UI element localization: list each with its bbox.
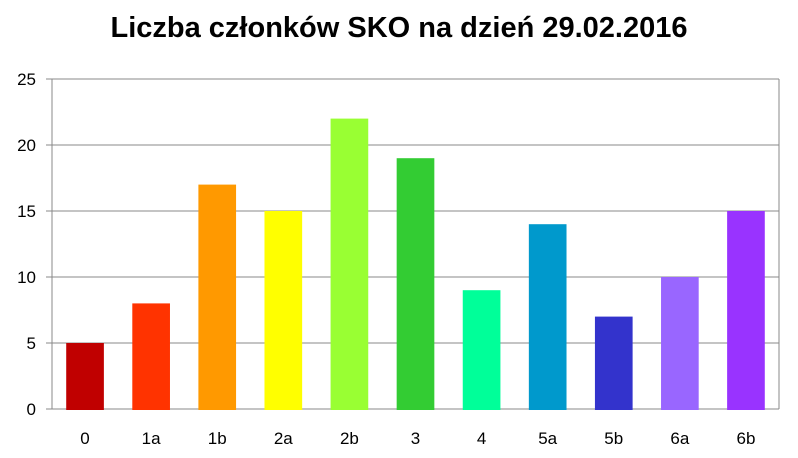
- x-tick-label: 6b: [736, 429, 755, 448]
- bar: [264, 211, 303, 410]
- bar: [594, 316, 633, 410]
- bar: [661, 277, 699, 410]
- bar: [132, 303, 170, 410]
- x-tick-label: 1a: [142, 429, 161, 448]
- x-tick-label: 3: [411, 429, 420, 448]
- y-tick-label: 0: [27, 400, 36, 419]
- chart-title: Liczba członków SKO na dzień 29.02.2016: [110, 12, 688, 44]
- y-tick-label: 5: [27, 334, 36, 353]
- bar: [462, 290, 501, 410]
- bar: [396, 158, 435, 410]
- x-tick-label: 0: [80, 429, 89, 448]
- y-tick-label: 25: [17, 70, 36, 89]
- y-tick-label: 15: [17, 202, 36, 221]
- x-tick-label: 1b: [208, 429, 227, 448]
- y-tick-label: 20: [17, 136, 36, 155]
- x-tick-label: 5a: [538, 429, 557, 448]
- x-tick-label: 5b: [604, 429, 623, 448]
- bar: [727, 211, 765, 410]
- x-tick-label: 6a: [670, 429, 689, 448]
- x-tick-label: 2b: [340, 429, 359, 448]
- bar: [528, 224, 567, 410]
- y-tick-label: 10: [17, 268, 36, 287]
- bar: [66, 343, 104, 410]
- bar: [198, 184, 237, 410]
- bar: [330, 118, 369, 410]
- x-tick-label: 2a: [274, 429, 293, 448]
- x-tick-label: 4: [477, 429, 486, 448]
